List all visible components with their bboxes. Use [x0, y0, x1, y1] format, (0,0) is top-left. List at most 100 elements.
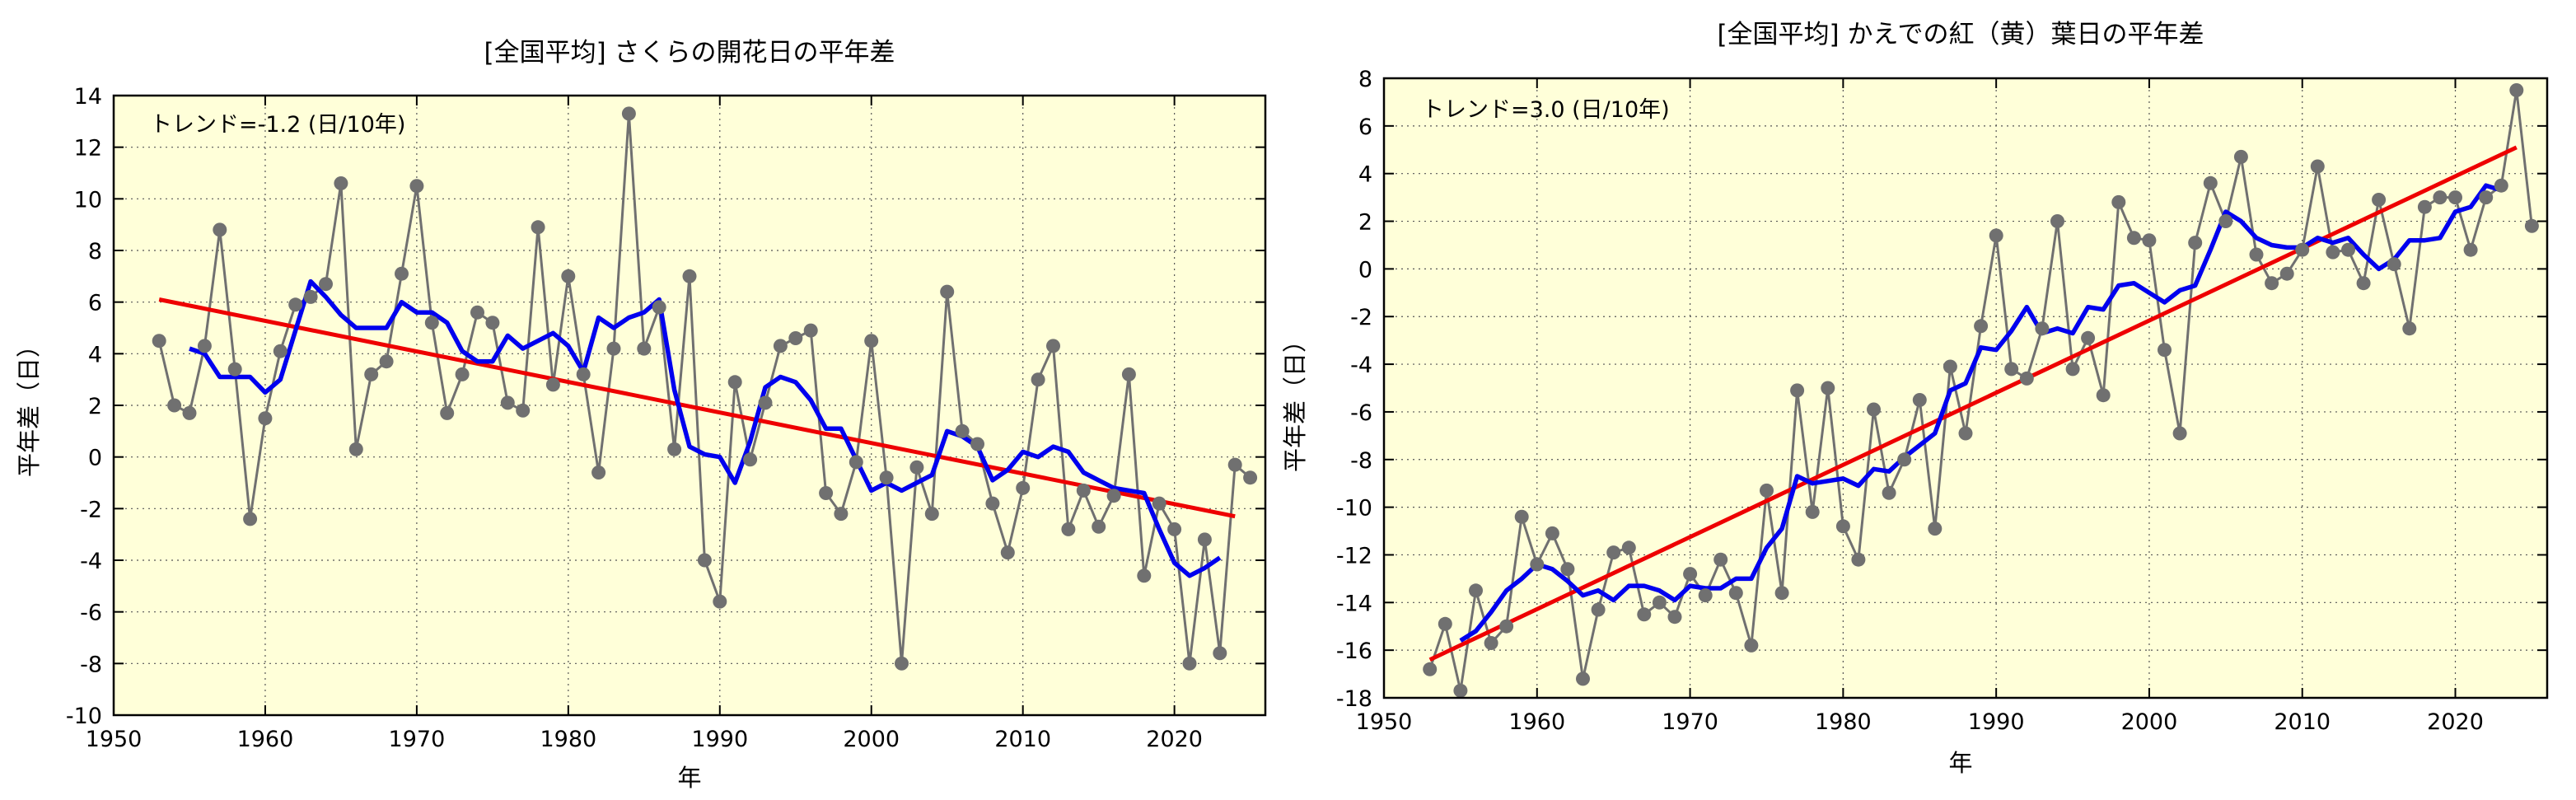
y-tick-label: 4	[88, 342, 102, 367]
data-point	[409, 179, 424, 194]
x-tick-label: 1960	[237, 727, 294, 752]
y-tick-label: -8	[80, 652, 102, 677]
data-point	[895, 656, 909, 671]
data-point	[1121, 367, 1136, 381]
y-tick-label: -16	[1336, 639, 1372, 664]
data-point	[1790, 383, 1805, 398]
y-tick-label: 2	[1358, 210, 1372, 236]
data-point	[1213, 646, 1227, 661]
data-point	[1683, 567, 1698, 582]
data-point	[2172, 426, 2187, 441]
data-point	[2188, 236, 2203, 250]
y-tick-label: -10	[1336, 496, 1372, 522]
data-point	[1744, 638, 1759, 653]
data-point	[1530, 557, 1545, 572]
data-point	[2341, 242, 2355, 257]
data-point	[864, 334, 879, 349]
data-point	[2433, 190, 2447, 205]
data-point	[1698, 588, 1713, 603]
data-point	[1760, 483, 1774, 498]
data-point	[1182, 656, 1197, 671]
data-point	[909, 460, 924, 475]
data-point	[1958, 426, 1973, 441]
sakura-chart: [全国平均] さくらの開花日の平年差 1950 1960 1970 1980 1990 2…	[15, 38, 1267, 792]
y-tick-label: 6	[88, 291, 102, 316]
x-tick-label: 2010	[994, 727, 1051, 752]
data-point	[940, 284, 955, 299]
data-point	[1652, 595, 1667, 610]
data-point	[182, 405, 197, 420]
data-point	[334, 176, 348, 190]
axis-ticks	[113, 95, 1265, 716]
data-point	[2158, 343, 2172, 358]
y-tick-label: 8	[88, 239, 102, 264]
y-tick-label: 8	[1358, 67, 1372, 92]
y-tick-label: 0	[88, 446, 102, 471]
x-tick-label: 2000	[843, 727, 900, 752]
y-tick-label: -18	[1336, 686, 1372, 712]
y-tick-label: 0	[1358, 257, 1372, 283]
data-point	[379, 354, 394, 369]
chart-title: [全国平均] さくらの開花日の平年差	[484, 38, 895, 68]
x-tick-label: 1990	[691, 727, 748, 752]
data-point	[819, 486, 834, 500]
data-point	[288, 297, 303, 312]
data-point	[1621, 540, 1636, 555]
data-point	[1484, 636, 1498, 650]
data-point	[1152, 496, 1166, 511]
data-point	[470, 305, 484, 320]
data-point	[152, 334, 166, 349]
y-tick-label: -12	[1336, 543, 1372, 568]
data-point	[2356, 276, 2371, 291]
data-point	[1000, 545, 1015, 560]
y-tick-label: -14	[1336, 591, 1372, 616]
y-tick-label: -4	[80, 549, 102, 574]
data-point	[2448, 190, 2462, 205]
data-point	[1423, 662, 1438, 676]
data-points	[152, 106, 1258, 671]
axis-ticks	[1383, 77, 2547, 699]
data-point	[303, 289, 318, 304]
data-point	[2387, 257, 2401, 272]
data-point	[213, 222, 227, 237]
data-point	[227, 362, 242, 377]
y-tick-label: -8	[1350, 448, 1372, 474]
data-point	[591, 465, 606, 480]
plot-frame	[1382, 77, 2549, 699]
data-point	[1805, 504, 1820, 519]
y-tick-label: 10	[74, 187, 102, 213]
y-tick-label: 14	[74, 84, 102, 110]
data-point	[1438, 616, 1452, 631]
data-point	[1989, 228, 2003, 243]
moving-average-line	[189, 278, 1222, 578]
data-point	[758, 395, 773, 410]
x-tick-label: 1970	[1662, 709, 1718, 735]
data-point	[1469, 583, 1483, 598]
data-point	[2035, 321, 2050, 336]
data-point	[637, 341, 652, 356]
data-point	[455, 367, 470, 381]
data-point	[652, 300, 666, 315]
data-point	[1545, 526, 1559, 540]
data-points	[1423, 83, 2539, 698]
data-point	[319, 277, 333, 292]
data-point	[2310, 159, 2325, 174]
data-point	[531, 220, 545, 235]
data-point	[1821, 381, 1835, 395]
data-point	[1943, 359, 1957, 374]
data-point	[1835, 519, 1850, 534]
data-point	[243, 512, 258, 526]
data-point	[1713, 552, 1728, 567]
data-point	[879, 470, 894, 485]
y-tick-label: -6	[80, 601, 102, 626]
data-point	[2126, 231, 2141, 246]
data-point	[743, 452, 758, 467]
data-point	[1061, 522, 1076, 536]
data-point	[348, 442, 363, 456]
y-tick-label: -6	[1350, 400, 1372, 426]
data-point	[1882, 485, 1896, 500]
moving-average-line	[1459, 183, 2503, 643]
data-point	[606, 341, 621, 356]
data-point	[545, 377, 560, 392]
